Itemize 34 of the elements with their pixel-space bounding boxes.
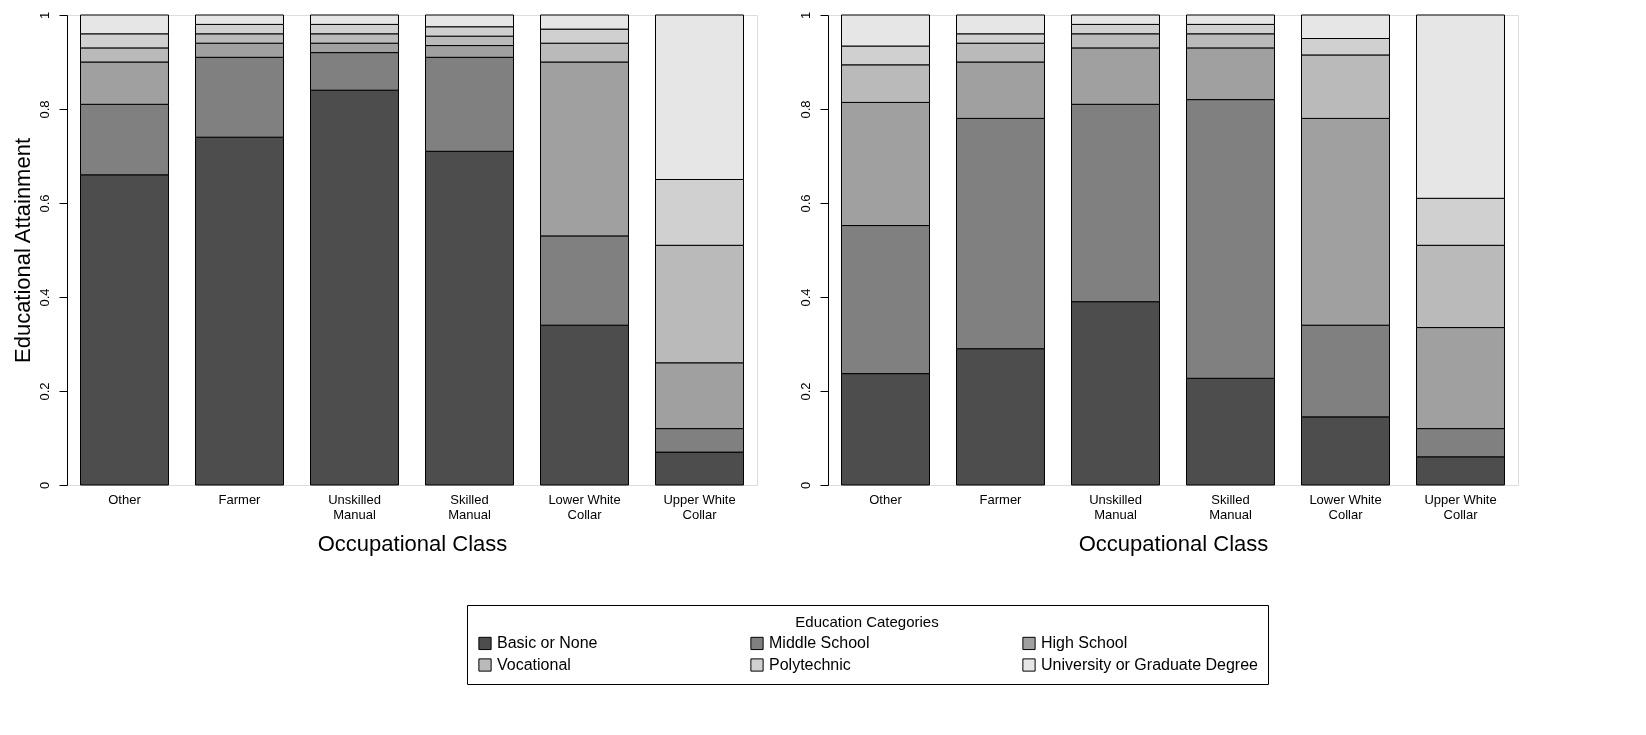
y-tick-label: 0 <box>797 481 813 490</box>
y-tick-label: 1 <box>36 11 52 20</box>
x-tick-label: Upper White Collar <box>663 491 736 522</box>
legend-label: Basic or None <box>497 634 598 652</box>
y-tick-label: 0.8 <box>36 100 52 119</box>
x-tick-label: Lower White Collar <box>548 491 621 522</box>
y-tick-label: 0.4 <box>36 288 52 307</box>
legend-label: Polytechnic <box>769 656 851 673</box>
y-tick-label: 0.6 <box>36 194 52 213</box>
x-tick-label: Other <box>869 491 903 507</box>
y-tick-label: 0.6 <box>797 194 813 213</box>
x-tick-label: Unskilled Manual <box>328 491 381 522</box>
x-axis-title: Occupational Class <box>317 530 508 556</box>
y-tick-label: 0.2 <box>797 382 813 401</box>
legend-label: Vocational <box>497 656 571 673</box>
x-tick-label: Upper White Collar <box>1424 491 1497 522</box>
x-tick-label: Other <box>108 491 142 507</box>
legend-title: Education Categories <box>795 613 939 630</box>
y-tick-label: 0.8 <box>797 100 813 119</box>
y-tick-label: 0.4 <box>797 288 813 307</box>
x-axis-title: Occupational Class <box>1078 530 1269 556</box>
x-tick-label: Unskilled Manual <box>1089 491 1142 522</box>
y-tick-label: 0.2 <box>36 382 52 401</box>
legend-label: Middle School <box>769 634 870 652</box>
y-axis-title: Educational Attainment <box>9 137 35 364</box>
x-tick-label: Skilled Manual <box>1209 491 1252 522</box>
x-tick-label: Lower White Collar <box>1309 491 1382 522</box>
y-tick-label: 1 <box>797 11 813 20</box>
legend-label: High School <box>1041 634 1128 652</box>
x-tick-label: Farmer <box>979 491 1023 507</box>
x-tick-label: Skilled Manual <box>448 491 491 522</box>
x-tick-label: Farmer <box>218 491 262 507</box>
legend-label: University or Graduate Degree <box>1041 656 1259 673</box>
y-tick-label: 0 <box>36 481 52 490</box>
